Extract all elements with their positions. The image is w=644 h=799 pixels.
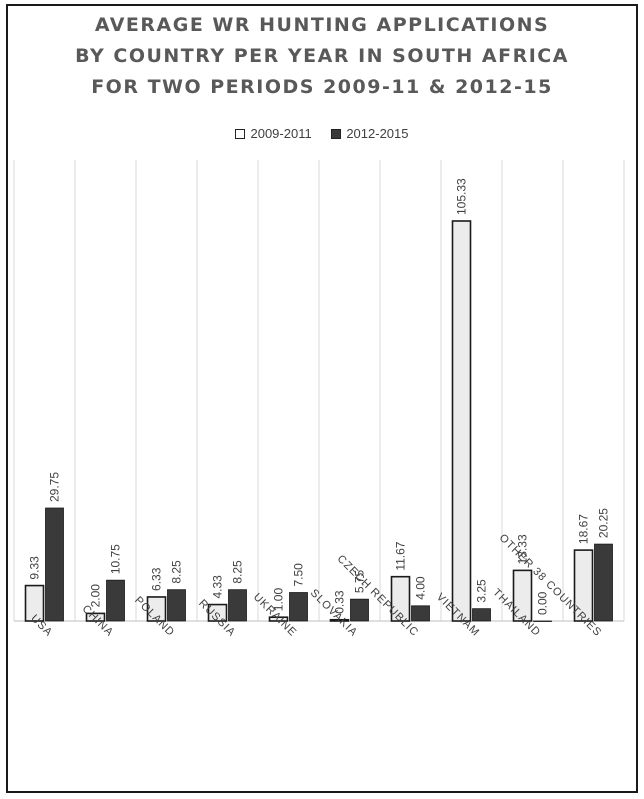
bar-series-2 — [594, 543, 613, 622]
legend-swatch-series-2 — [331, 128, 342, 139]
data-label: 11.67 — [394, 541, 408, 570]
data-label: 4.00 — [414, 576, 428, 600]
bar-series-1 — [85, 612, 106, 622]
legend-swatch-series-1 — [235, 128, 246, 139]
data-label: 29.75 — [48, 472, 62, 502]
bar-series-2 — [228, 589, 247, 622]
data-label: 0.00 — [536, 591, 550, 615]
data-label: 8.25 — [231, 560, 245, 584]
bar-series-1 — [390, 575, 411, 622]
bar-series-1 — [207, 603, 228, 622]
chart-title-line-1: AVERAGE WR HUNTING APPLICATIONS — [94, 14, 550, 36]
data-label: 13.33 — [516, 534, 530, 564]
bar-series-2 — [350, 598, 369, 622]
bar-series-2 — [411, 605, 430, 622]
data-label: 8.25 — [170, 560, 184, 584]
data-label: 4.33 — [211, 575, 225, 599]
chart-legend: 2009-2011 2012-2015 — [0, 126, 644, 142]
bar-series-2 — [472, 608, 491, 622]
legend-label-series-2: 2012-2015 — [346, 126, 409, 141]
data-label: 3.25 — [475, 579, 489, 603]
chart-frame — [6, 4, 638, 793]
data-label: 6.33 — [150, 567, 164, 591]
data-label: 105.33 — [455, 178, 469, 215]
data-label: 7.50 — [292, 563, 306, 587]
data-label: 0.33 — [333, 590, 347, 614]
chart-title: AVERAGE WR HUNTING APPLICATIONS BY COUNT… — [0, 10, 644, 103]
data-label: 2.00 — [89, 584, 103, 608]
legend-label-series-1: 2009-2011 — [250, 126, 312, 141]
data-label: 18.67 — [577, 514, 591, 544]
bar-series-1 — [329, 618, 350, 622]
data-label: 20.25 — [597, 508, 611, 538]
data-label: 9.33 — [28, 556, 42, 580]
bar-series-2 — [167, 589, 186, 622]
data-label: 1.00 — [272, 588, 286, 612]
data-label: 10.75 — [109, 544, 123, 574]
data-label: 5.75 — [353, 569, 367, 593]
legend-item-series-1: 2009-2011 — [235, 126, 312, 141]
bar-series-1 — [268, 616, 289, 622]
bar-series-1 — [24, 584, 45, 622]
bar-series-2 — [533, 620, 552, 622]
bar-series-1 — [512, 569, 533, 622]
chart-title-line-2: BY COUNTRY PER YEAR IN SOUTH AFRICA — [75, 45, 569, 67]
bar-series-1 — [573, 549, 594, 622]
bar-series-2 — [106, 579, 125, 622]
bar-series-1 — [146, 596, 167, 622]
chart-title-line-3: FOR TWO PERIODS 2009-11 & 2012-15 — [91, 76, 553, 98]
bar-series-1 — [451, 220, 472, 622]
bar-series-2 — [289, 592, 308, 622]
bar-series-2 — [45, 507, 64, 622]
legend-item-series-2: 2012-2015 — [331, 126, 409, 141]
